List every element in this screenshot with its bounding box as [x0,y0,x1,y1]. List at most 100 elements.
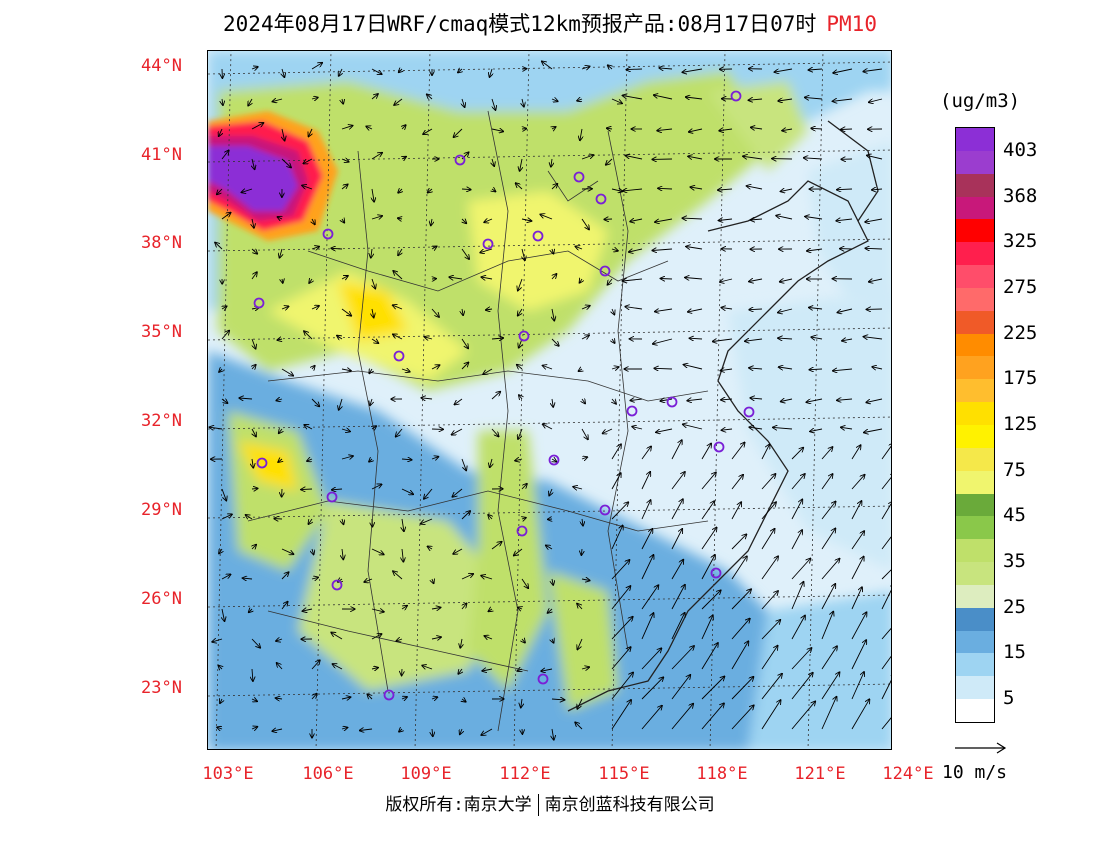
wind-arrow [246,515,253,519]
wind-arrow [308,518,312,524]
wind-arrow [611,526,623,550]
map-title: 2024年08月17日WRF/cmaq模式12km预报产品:08月17日07时 P… [0,8,1100,38]
wind-arrow [341,276,348,279]
wind-arrow [731,589,751,610]
wind-arrow [655,309,673,312]
colorbar-segment [956,402,994,426]
latitude-gridline [208,149,891,163]
colorbar-label: 75 [1003,458,1026,481]
wind-arrow [580,279,583,283]
wind-arrow [683,424,703,430]
wind-arrow [623,96,643,100]
wind-arrow [371,153,382,160]
wind-arrow [239,398,253,399]
longitude-label: 124°E [882,764,934,784]
wind-arrow [657,129,673,131]
wind-arrow [341,697,351,699]
city-marker [599,504,611,516]
wind-arrow [282,128,285,141]
wind-arrow [276,698,283,699]
wind-arrow [671,440,682,460]
wind-arrow [690,187,703,189]
latitude-gridline [208,683,891,697]
wind-arrow [791,582,804,610]
wind-arrow [341,456,353,459]
wind-arrow [612,308,614,315]
wind-arrow [682,68,703,72]
wind-arrow [242,189,253,192]
wind-arrow [821,529,835,550]
wind-arrow [461,363,468,370]
wind-arrow [337,336,343,339]
wind-arrow [833,99,853,101]
wind-arrow [671,560,683,580]
colorbar-segment [956,539,994,563]
wind-arrow [521,484,527,490]
wind-arrow [221,331,229,340]
colorbar-segment [956,173,994,198]
city-marker [713,441,725,453]
wind-arrow [641,555,654,580]
colorbar-label: 15 [1003,641,1026,664]
wind-arrow [402,697,407,699]
city-marker [383,689,395,701]
wind-arrow [821,612,833,640]
wind-arrow [749,279,763,282]
wind-arrow [671,585,685,610]
wind-arrow [311,398,319,406]
wind-arrow [369,459,372,462]
wind-arrow [248,98,252,106]
wind-arrow [219,549,222,553]
wind-arrow [721,308,733,309]
wind-arrow [427,94,433,99]
wind-arrow [399,69,402,72]
wind-arrow [341,126,353,129]
graticule [208,51,891,749]
wind-arrow [402,518,404,531]
wind-arrow [421,518,433,524]
wind-arrow [575,722,583,730]
wind-arrow [219,369,222,372]
wind-arrow [449,277,463,279]
longitude-label: 121°E [794,764,846,784]
wind-arrow [339,68,342,76]
wind-arrow [401,488,413,494]
wind-arrow [743,156,763,159]
city-marker [532,230,544,242]
wind-arrow [841,427,853,429]
wind-arrow [551,158,552,167]
wind-arrow [749,427,763,429]
wind-arrow [399,729,402,732]
wind-arrow [701,528,717,550]
wind-arrow [719,129,733,131]
wind-arrow [221,514,232,520]
wind-arrow [251,638,260,648]
wind-arrow [749,368,763,369]
wind-arrow [490,458,492,467]
colorbar-label: 5 [1003,687,1015,710]
wind-arrow [428,189,432,193]
wind-arrow [221,213,231,220]
wind-arrow [881,655,891,670]
wind-arrow [252,458,253,468]
city-marker [518,330,530,342]
wind-arrow [281,548,294,554]
wind-arrow [371,94,378,100]
wind-arrow [217,727,222,729]
wind-arrow [402,548,403,562]
wind-arrow [575,246,583,249]
wind-arrow [421,398,433,399]
wind-arrow [573,487,583,489]
wind-arrow [749,309,763,310]
wind-arrow [881,569,891,580]
wind-arrow [608,65,612,69]
wind-arrow [778,308,793,313]
latitude-gridline [208,61,891,75]
wind-arrow [219,128,222,136]
wind-arrow [210,427,223,429]
wind-arrow [581,579,590,581]
wind-arrow [811,337,823,339]
wind-arrow [302,185,313,189]
wind-arrow [851,531,864,550]
wind-arrow [580,128,582,140]
